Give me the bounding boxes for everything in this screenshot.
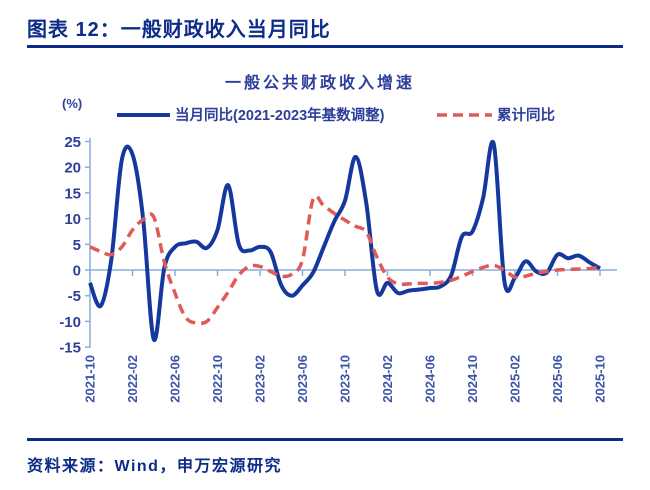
axes <box>85 138 617 348</box>
y-axis-unit-label: (%) <box>62 96 82 111</box>
x-tick-label: 2023-06 <box>295 355 310 403</box>
y-tick-label: 15 <box>64 185 81 202</box>
series-lines <box>88 139 602 342</box>
x-tick-label: 2024-10 <box>465 355 480 403</box>
x-tick-label: 2025-02 <box>508 355 523 403</box>
legend-label-cumulative: 累计同比 <box>497 106 555 124</box>
header-rule <box>27 45 623 48</box>
x-tick-label: 2021-10 <box>83 355 98 403</box>
line-chart: 一般公共财政收入增速 (%) 当月同比(2021-2023年基数调整) 累计同比… <box>59 73 617 403</box>
x-axis-tick-labels: 2021-10 2022-02 2022-06 2022-10 2023-02 2023-… <box>83 355 608 403</box>
x-tick-label: 2024-02 <box>380 355 395 403</box>
monthly-yoy-line <box>88 139 602 342</box>
y-axis-tick-labels: 25 20 15 10 5 0 -5 -10 -15 <box>59 134 81 357</box>
x-tick-label: 2023-10 <box>338 355 353 403</box>
x-tick-label: 2023-02 <box>253 355 268 403</box>
x-tick-label: 2025-06 <box>550 355 565 403</box>
y-tick-label: 0 <box>73 263 81 280</box>
chart-title: 一般公共财政收入增速 <box>225 73 415 92</box>
y-tick-label: 20 <box>64 160 81 177</box>
y-tick-label: -15 <box>59 340 81 357</box>
x-tick-label: 2022-10 <box>210 355 225 403</box>
figure-title: 图表 12：一般财政收入当月同比 <box>27 19 331 41</box>
y-tick-label: -10 <box>59 314 81 331</box>
y-tick-label: 10 <box>64 211 81 228</box>
y-tick-label: -5 <box>68 288 81 305</box>
x-tick-label: 2022-06 <box>168 355 183 403</box>
x-tick-label: 2024-06 <box>423 355 438 403</box>
footer-rule <box>27 438 623 441</box>
x-tick-label: 2022-02 <box>125 355 140 403</box>
source-note: 资料来源：Wind，申万宏源研究 <box>27 458 282 475</box>
legend-label-monthly: 当月同比(2021-2023年基数调整) <box>175 106 385 124</box>
x-tick-label: 2025-10 <box>593 355 608 403</box>
cumulative-yoy-line <box>89 194 601 326</box>
y-tick-label: 25 <box>64 134 81 151</box>
y-tick-label: 5 <box>73 237 81 254</box>
